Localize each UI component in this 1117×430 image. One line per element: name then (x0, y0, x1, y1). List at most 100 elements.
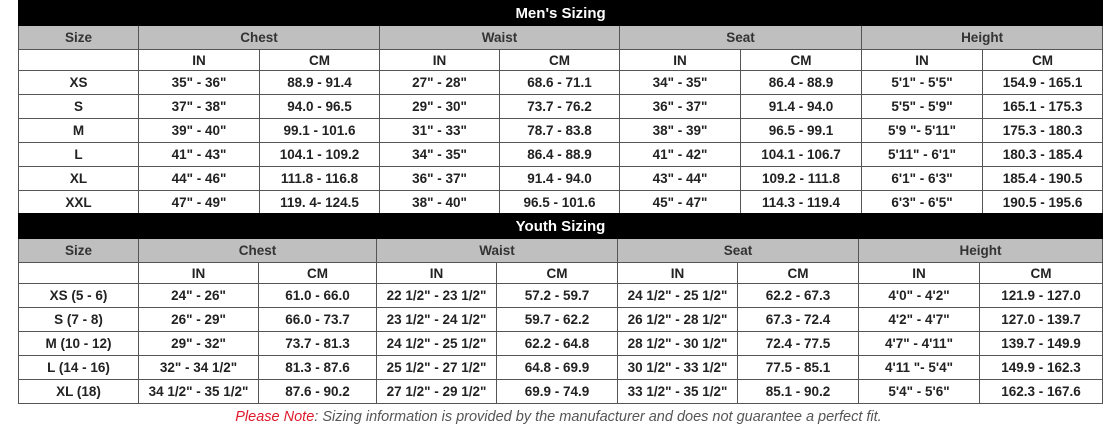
measurement-cell: 78.7 - 83.8 (499, 118, 620, 143)
table-title-row: Youth Sizing (17, 213, 1104, 239)
measurement-cell: 31" - 33" (379, 118, 500, 143)
measurement-cell: 28 1/2" - 30 1/2" (617, 331, 738, 356)
measurement-cell: 139.7 - 149.9 (978, 331, 1104, 356)
table-row: S (7 - 8) 26" - 29" 66.0 - 73.7 23 1/2" - 2… (18, 307, 1104, 332)
group-header-row: Size Chest Waist Seat Height (18, 25, 1104, 50)
unit-header: CM (499, 49, 620, 71)
measurement-cell: 96.5 - 101.6 (499, 190, 620, 215)
measurement-cell: 162.3 - 167.6 (978, 379, 1104, 404)
measurement-cell: 4'7" - 4'11" (858, 331, 980, 356)
measurement-cell: 5'1" - 5'5" (861, 70, 983, 95)
unit-header: CM (978, 262, 1104, 284)
youth-sizing-table: Youth Sizing Size Chest Waist Seat Height IN CM… (17, 213, 1104, 404)
group-header-waist: Waist (379, 25, 620, 50)
measurement-cell: 69.9 - 74.9 (496, 379, 618, 404)
measurement-cell: 27 1/2" - 29 1/2" (376, 379, 497, 404)
measurement-cell: 45" - 47" (619, 190, 741, 215)
unit-header: CM (737, 262, 859, 284)
measurement-cell: 37" - 38" (138, 94, 260, 119)
measurement-cell: 26 1/2" - 28 1/2" (617, 307, 738, 332)
measurement-cell: 23 1/2" - 24 1/2" (376, 307, 497, 332)
measurement-cell: 27" - 28" (379, 70, 500, 95)
measurement-cell: 24 1/2" - 25 1/2" (617, 283, 738, 308)
group-header-seat: Seat (619, 25, 862, 50)
table-title: Men's Sizing (17, 0, 1104, 26)
measurement-cell: 72.4 - 77.5 (737, 331, 859, 356)
measurement-cell: 34" - 35" (379, 142, 500, 167)
measurement-cell: 5'5" - 5'9" (861, 94, 983, 119)
unit-header: IN (138, 262, 259, 284)
measurement-cell: 22 1/2" - 23 1/2" (376, 283, 497, 308)
unit-header: IN (858, 262, 980, 284)
measurement-cell: 41" - 43" (138, 142, 260, 167)
measurement-cell: 165.1 - 175.3 (981, 94, 1104, 119)
table-row: M 39" - 40" 99.1 - 101.6 31" - 33" 78.7 - 83… (18, 118, 1104, 143)
table-row: S 37" - 38" 94.0 - 96.5 29" - 30" 73.7 - 76.… (18, 94, 1104, 119)
measurement-cell: 61.0 - 66.0 (258, 283, 377, 308)
group-header-chest: Chest (138, 25, 380, 50)
table-row: XL (18) 34 1/2" - 35 1/2" 87.6 - 90.2 27 1/… (18, 379, 1104, 404)
measurement-cell: 88.9 - 91.4 (259, 70, 380, 95)
measurement-cell: 29" - 30" (379, 94, 500, 119)
measurement-cell: 34" - 35" (619, 70, 741, 95)
measurement-cell: 24" - 26" (138, 283, 259, 308)
measurement-cell: 4'11 "- 5'4" (858, 355, 980, 380)
measurement-cell: 185.4 - 190.5 (981, 166, 1104, 191)
measurement-cell: 4'0" - 4'2" (858, 283, 980, 308)
table-title: Youth Sizing (17, 213, 1104, 239)
measurement-cell: 67.3 - 72.4 (737, 307, 859, 332)
group-header-waist: Waist (376, 238, 618, 263)
unit-header: CM (981, 49, 1104, 71)
measurement-cell: 6'1" - 6'3" (861, 166, 983, 191)
unit-header: IN (619, 49, 741, 71)
measurement-cell: 26" - 29" (138, 307, 259, 332)
measurement-cell: 154.9 - 165.1 (981, 70, 1104, 95)
unit-header-empty (18, 262, 139, 284)
measurement-cell: 91.4 - 94.0 (740, 94, 862, 119)
measurement-cell: 86.4 - 88.9 (499, 142, 620, 167)
measurement-cell: 86.4 - 88.9 (740, 70, 862, 95)
measurement-cell: 66.0 - 73.7 (258, 307, 377, 332)
unit-header-row: IN CM IN CM IN CM IN CM (18, 262, 1104, 284)
measurement-cell: 111.8 - 116.8 (259, 166, 380, 191)
measurement-cell: 81.3 - 87.6 (258, 355, 377, 380)
size-cell: M (18, 118, 139, 143)
group-header-height: Height (860, 25, 1104, 50)
measurement-cell: 190.5 - 195.6 (981, 190, 1104, 215)
measurement-cell: 64.8 - 69.9 (496, 355, 618, 380)
size-cell: XS (5 - 6) (18, 283, 139, 308)
measurement-cell: 6'3" - 6'5" (861, 190, 983, 215)
size-header: Size (18, 25, 139, 50)
measurement-cell: 104.1 - 109.2 (259, 142, 380, 167)
measurement-cell: 59.7 - 62.2 (496, 307, 618, 332)
unit-header: CM (259, 49, 380, 71)
measurement-cell: 35" - 36" (138, 70, 260, 95)
measurement-cell: 85.1 - 90.2 (737, 379, 859, 404)
measurement-cell: 77.5 - 85.1 (737, 355, 859, 380)
size-cell: S (7 - 8) (18, 307, 139, 332)
size-cell: L (14 - 16) (18, 355, 139, 380)
size-cell: XS (18, 70, 139, 95)
measurement-cell: 5'4" - 5'6" (858, 379, 980, 404)
table-row: L 41" - 43" 104.1 - 109.2 34" - 35" 86.4 - 8… (18, 142, 1104, 167)
group-header-height: Height (857, 238, 1104, 263)
measurement-cell: 180.3 - 185.4 (981, 142, 1104, 167)
unit-header: IN (376, 262, 497, 284)
measurement-cell: 43" - 44" (619, 166, 741, 191)
measurement-cell: 114.3 - 119.4 (740, 190, 862, 215)
measurement-cell: 175.3 - 180.3 (981, 118, 1104, 143)
measurement-cell: 99.1 - 101.6 (259, 118, 380, 143)
measurement-cell: 34 1/2" - 35 1/2" (138, 379, 259, 404)
table-row: XXL 47" - 49" 119. 4- 124.5 38" - 40" 96.5 -… (18, 190, 1104, 215)
unit-header: CM (740, 49, 862, 71)
measurement-cell: 94.0 - 96.5 (259, 94, 380, 119)
sizing-note: Please Note: Sizing information is provi… (0, 409, 1117, 425)
measurement-cell: 41" - 42" (619, 142, 741, 167)
measurement-cell: 38" - 40" (379, 190, 500, 215)
unit-header: IN (617, 262, 738, 284)
measurement-cell: 38" - 39" (619, 118, 741, 143)
note-label: Please Note (235, 409, 315, 425)
table-row: XS 35" - 36" 88.9 - 91.4 27" - 28" 68.6 - 71… (18, 70, 1104, 95)
unit-header: CM (496, 262, 618, 284)
measurement-cell: 32" - 34 1/2" (138, 355, 259, 380)
